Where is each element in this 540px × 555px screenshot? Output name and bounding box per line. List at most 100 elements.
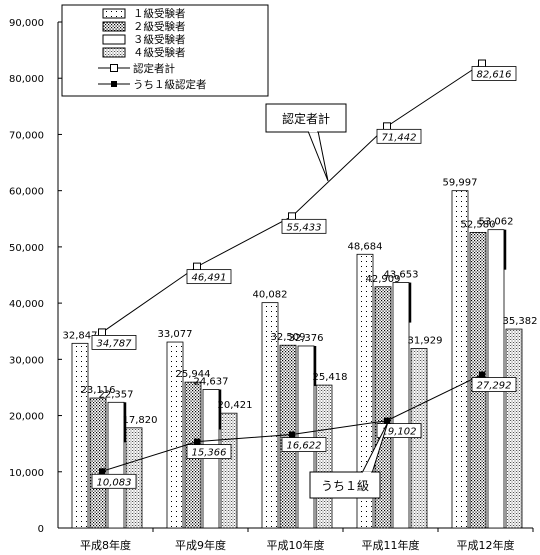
bar-value-label: 32,509	[271, 332, 306, 343]
bar-value-label: 23,116	[81, 385, 116, 396]
x-category-label: 平成12年度	[457, 538, 515, 552]
bar-level4	[410, 348, 428, 529]
legend-swatch-level1	[102, 8, 126, 19]
marker-level1-certified	[479, 371, 485, 378]
marker-level1-certified	[99, 468, 105, 475]
bar-level1	[451, 190, 469, 529]
bar-value-label: 42,909	[366, 274, 401, 285]
marker-total-certified	[193, 262, 201, 271]
level1-value-label: 15,366	[192, 448, 227, 459]
total-value-label: 82,616	[477, 70, 512, 81]
marker-level1-certified	[289, 431, 295, 438]
y-tick-label: 50,000	[9, 243, 44, 254]
legend-label-level4: ４級受験者	[133, 46, 186, 59]
marker-level1-certified	[194, 438, 200, 445]
bar-value-label: 48,684	[348, 241, 383, 252]
y-tick-label: 20,000	[9, 412, 44, 423]
marker-level1-certified	[384, 417, 390, 424]
legend-label-level1-certified: うち１級認定者	[133, 78, 207, 91]
axis-layer: 0 10,000 20,000 30,000 40,000 50,000 60,000 70,…	[9, 18, 534, 552]
bar-value-label: 43,653	[384, 270, 419, 281]
bar-level4	[505, 328, 523, 529]
bar-level2	[89, 397, 107, 529]
x-category-label: 平成10年度	[267, 538, 325, 552]
y-tick-label: 60,000	[9, 187, 44, 198]
total-value-label: 55,433	[287, 222, 322, 233]
level1-value-label: 10,083	[97, 477, 132, 488]
x-category-label: 平成8年度	[80, 538, 131, 552]
legend-label-level2: ２級受験者	[133, 20, 186, 33]
level1-value-box	[376, 423, 422, 439]
marker-total-certified	[478, 59, 486, 68]
total-value-box	[281, 218, 327, 234]
y-tick-label: 40,000	[9, 299, 44, 310]
total-value-label: 46,491	[192, 273, 227, 284]
bar-value-label: 31,929	[408, 335, 443, 346]
bar-value-label: 22,357	[99, 389, 134, 400]
bar-level2	[279, 344, 297, 529]
lines-layer	[98, 59, 486, 475]
callout-total: 認定者計	[265, 103, 347, 182]
x-category-label: 平成11年度	[362, 538, 420, 552]
bar-value-label: 20,421	[218, 400, 253, 411]
y-tick-label: 10,000	[9, 468, 44, 479]
bar-value-label: 35,382	[503, 316, 538, 327]
bar-value-label: 17,820	[123, 415, 158, 426]
total-value-box	[186, 269, 232, 285]
callout-level1-text: うち１級	[321, 479, 369, 493]
total-value-box	[376, 128, 422, 144]
legend-label-level3: ３級受験者	[133, 33, 186, 46]
legend-item-level4: ４級受験者	[102, 46, 186, 59]
bar-value-label: 25,944	[176, 369, 211, 380]
y-tick-label: 30,000	[9, 355, 44, 366]
bar-level3	[392, 282, 410, 529]
legend-item-level3: ３級受験者	[102, 33, 186, 46]
level1-value-box	[91, 473, 137, 489]
legend-item-total-certified: 認定者計	[98, 62, 175, 75]
bar-level2	[374, 286, 392, 529]
legend-item-level1: １級受験者	[102, 7, 186, 20]
bar-level1	[166, 341, 184, 529]
bar-value-label: 25,418	[313, 372, 348, 383]
level1-value-box	[281, 437, 327, 452]
bar-value-label: 24,637	[194, 376, 229, 387]
legend-label-level1: １級受験者	[133, 7, 186, 20]
bars-layer	[71, 190, 523, 529]
callout-level1-box	[309, 471, 381, 499]
level1-value-label: 16,622	[287, 441, 322, 452]
total-value-label: 71,442	[382, 132, 417, 143]
bar-value-label: 53,062	[479, 217, 514, 228]
level1-value-box	[471, 377, 517, 392]
level1-value-label: 27,292	[477, 381, 512, 392]
y-tick-label: 80,000	[9, 74, 44, 85]
marker-total-certified	[288, 212, 296, 221]
legend-swatch-level3	[102, 34, 126, 45]
bar-value-label: 33,077	[158, 329, 193, 340]
legend-label-total-certified: 認定者計	[133, 62, 175, 75]
legend-swatch-level2	[102, 21, 126, 32]
x-category-label: 平成9年度	[175, 538, 226, 552]
legend-swatch-level4	[102, 47, 126, 58]
y-tick-label: 90,000	[9, 18, 44, 29]
bar-level1	[71, 342, 89, 529]
callout-total-text: 認定者計	[282, 111, 330, 126]
bar-value-label: 32,847	[63, 330, 98, 341]
y-tick-label: 70,000	[9, 130, 44, 141]
y-tick-label: 0	[38, 524, 44, 535]
bar-value-label: 59,997	[443, 178, 478, 189]
bar-value-label: 52,580	[461, 219, 496, 230]
marker-total-certified	[98, 328, 106, 337]
level1-value-label: 19,102	[382, 427, 417, 438]
total-value-box	[471, 66, 517, 81]
legend-item-level1-certified: うち１級認定者	[98, 78, 207, 91]
legend-marker-total	[110, 64, 118, 72]
marker-total-certified	[383, 122, 391, 131]
callout-level1: うち１級	[309, 421, 389, 499]
bar-level4	[315, 384, 333, 529]
bar-value-label: 40,082	[253, 290, 288, 301]
bar-value-label: 32,376	[289, 333, 324, 344]
legend-box	[61, 4, 269, 97]
legend-item-level2: ２級受験者	[102, 20, 186, 33]
